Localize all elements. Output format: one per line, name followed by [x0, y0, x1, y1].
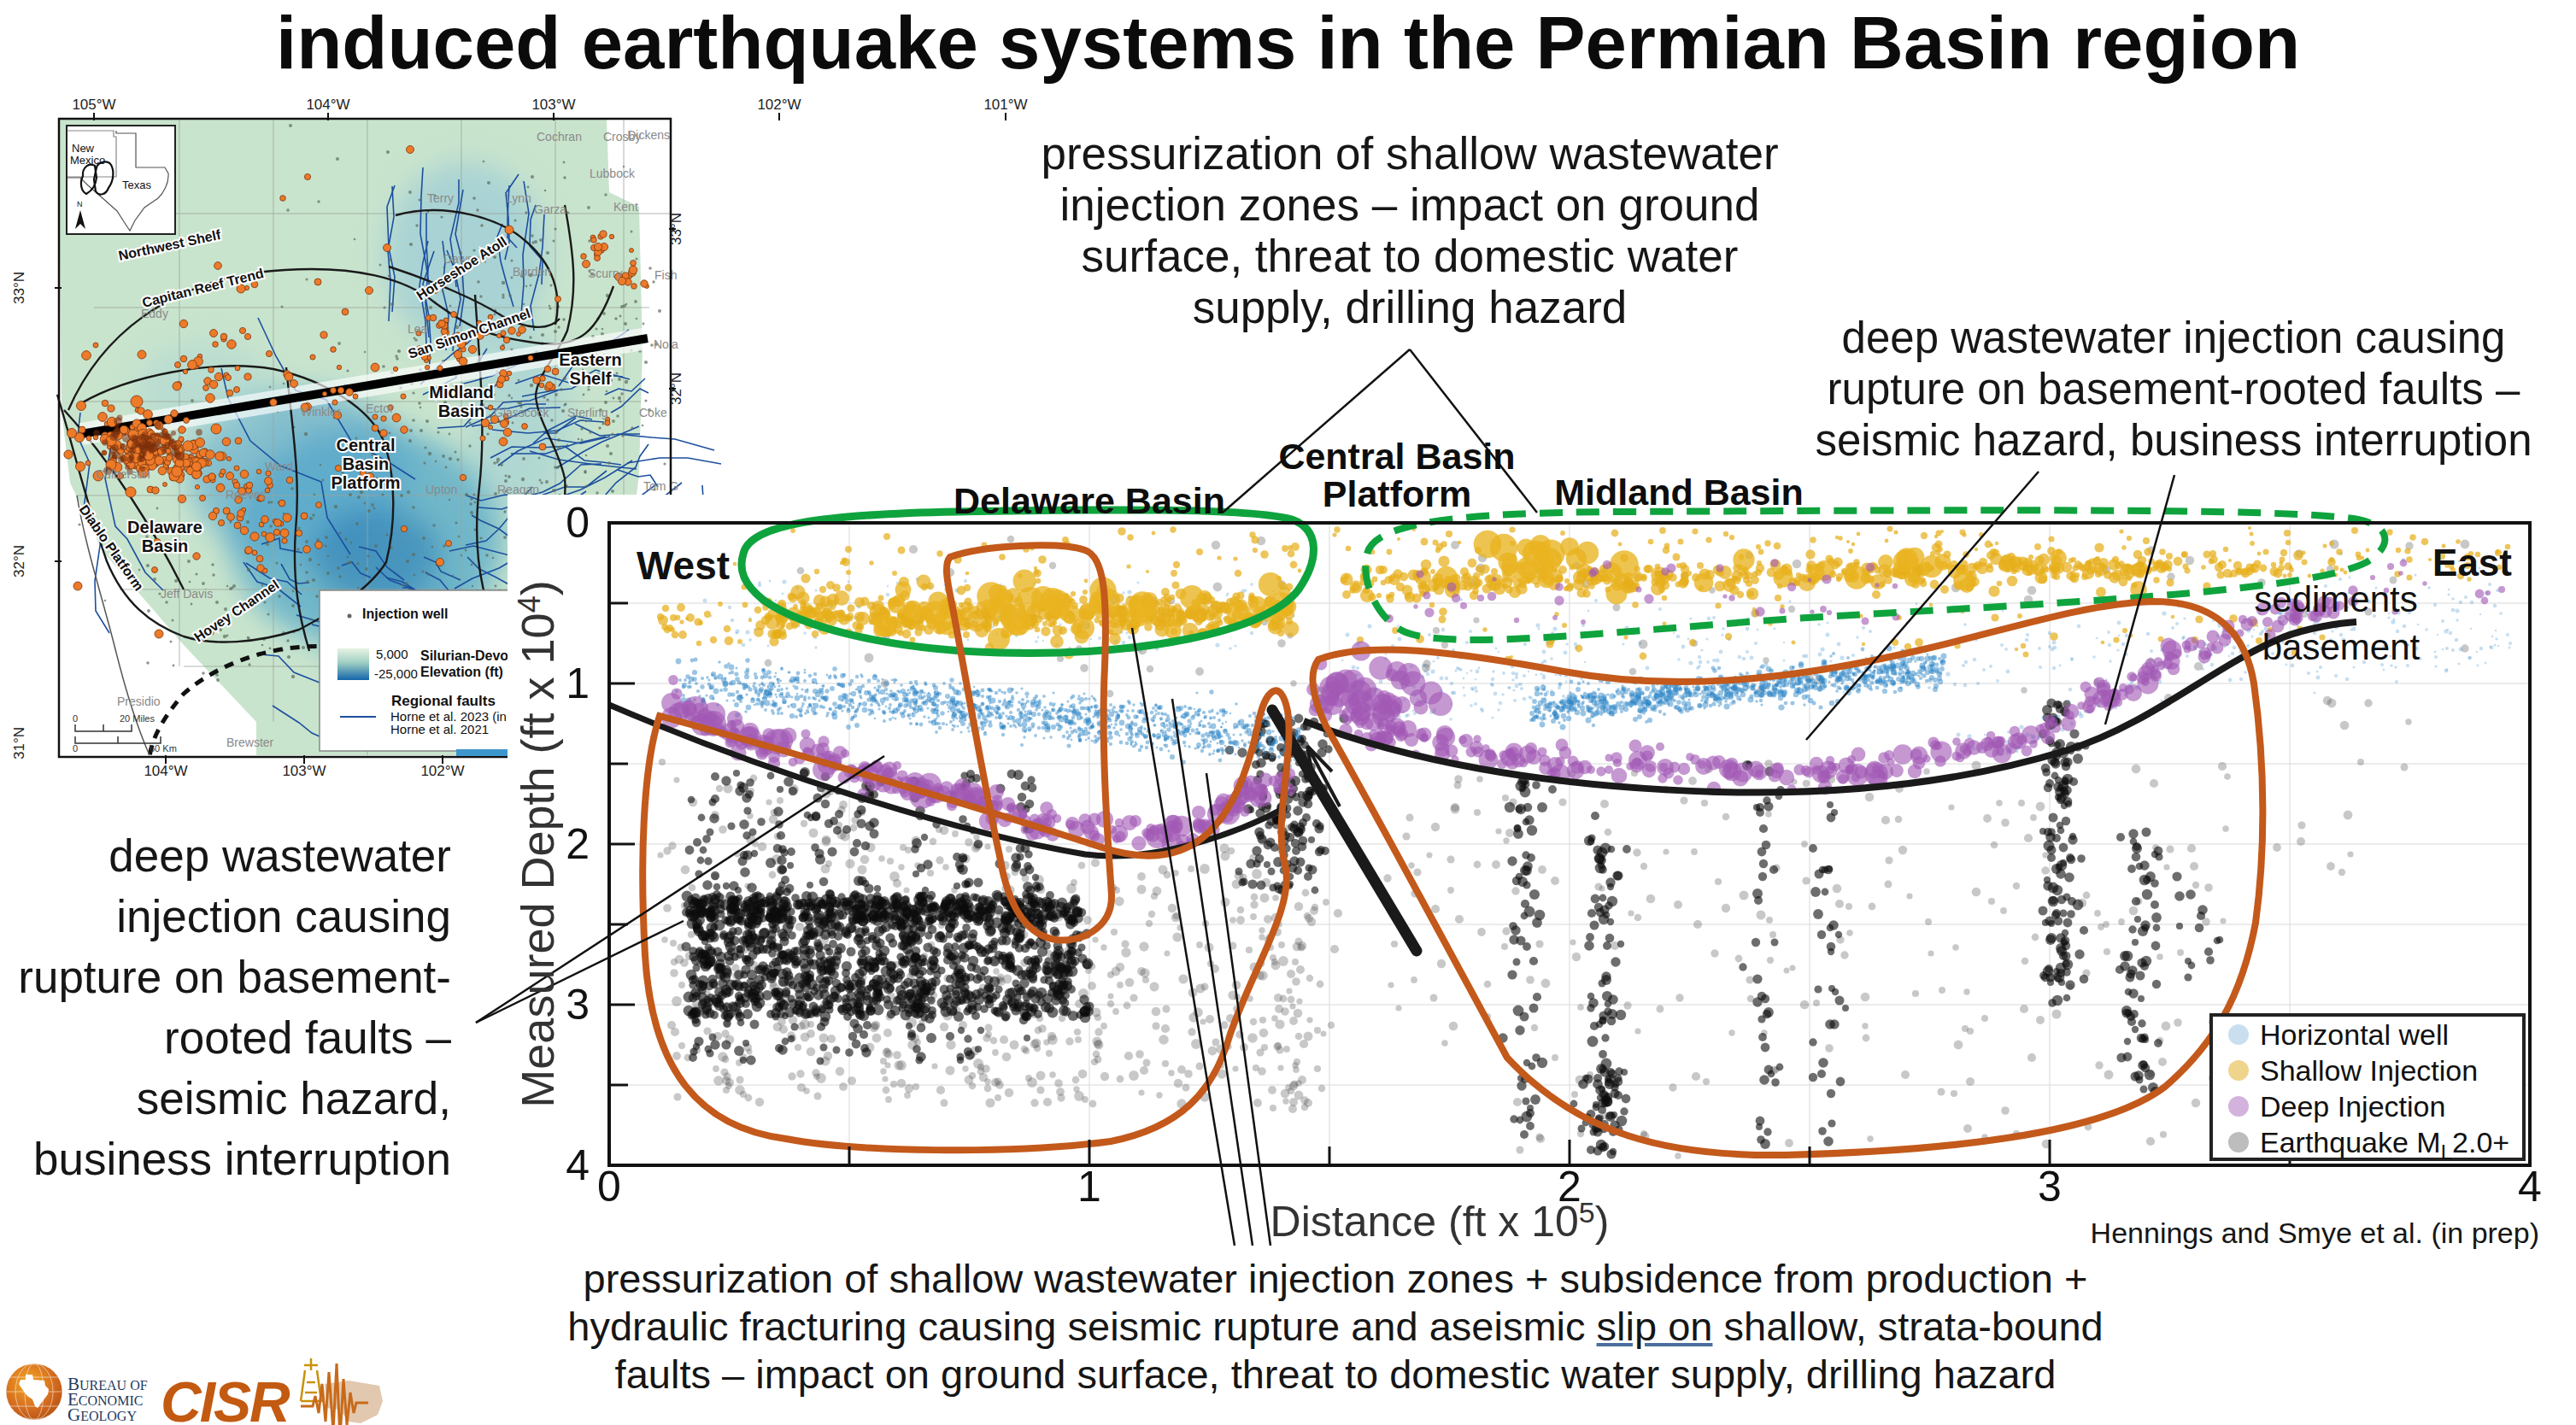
svg-text:2: 2 [566, 820, 590, 868]
svg-text:BUREAU OF: BUREAU OF [67, 1374, 148, 1394]
svg-text:Deep Injection: Deep Injection [2260, 1090, 2445, 1123]
svg-text:1: 1 [566, 660, 590, 707]
svg-text:0: 0 [597, 1163, 621, 1211]
svg-text:0: 0 [566, 499, 590, 547]
svg-text:basement: basement [2262, 627, 2421, 667]
svg-text:sediments: sediments [2254, 579, 2417, 619]
svg-text:CISR: CISR [161, 1370, 290, 1425]
svg-text:Shallow Injection: Shallow Injection [2260, 1054, 2478, 1087]
svg-text:1: 1 [1077, 1163, 1101, 1211]
svg-text:4: 4 [566, 1141, 590, 1189]
svg-text:3: 3 [2038, 1163, 2062, 1211]
svg-text:East: East [2432, 542, 2512, 583]
svg-text:Horizontal well: Horizontal well [2260, 1018, 2449, 1051]
svg-text:Measured Depth (ft x 104): Measured Depth (ft x 104) [512, 580, 563, 1107]
svg-text:West: West [637, 543, 730, 588]
svg-text:Distance (ft x 105): Distance (ft x 105) [1270, 1196, 1610, 1246]
svg-text:Earthquake ML2.0+: Earthquake ML2.0+ [2260, 1126, 2509, 1164]
svg-text:4: 4 [2518, 1163, 2542, 1211]
svg-text:3: 3 [566, 981, 590, 1029]
